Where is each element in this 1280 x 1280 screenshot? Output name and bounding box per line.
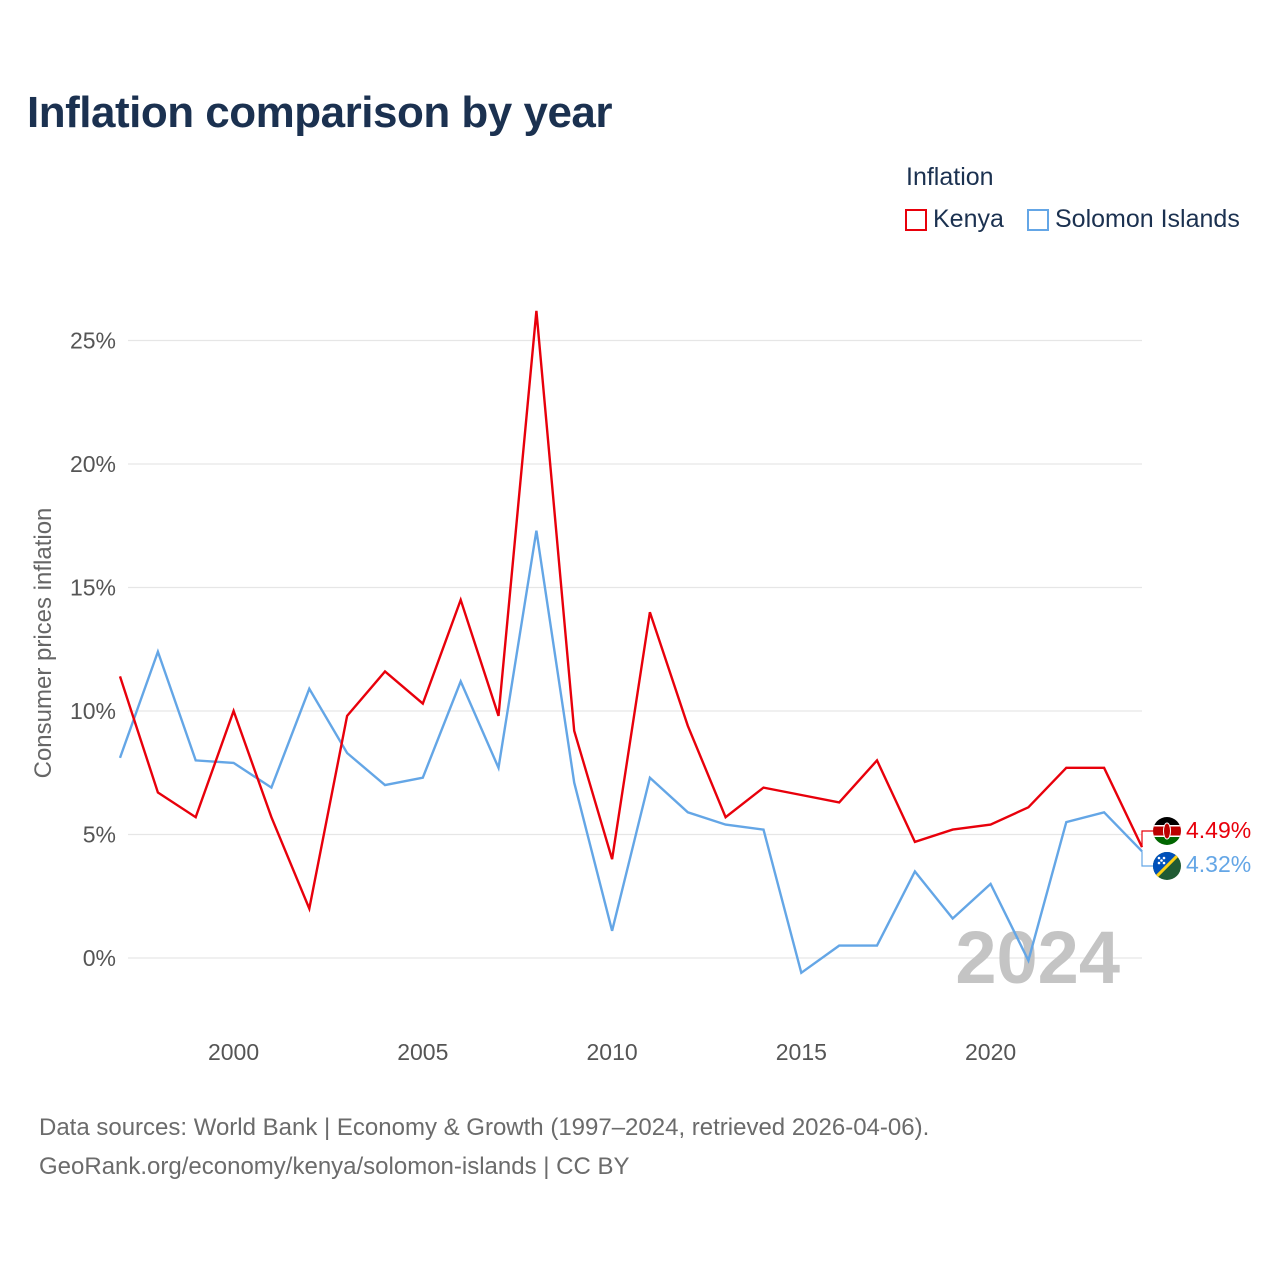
y-axis-label: Consumer prices inflation (30, 508, 57, 779)
kenya-flag-icon (1153, 817, 1181, 845)
series-lines (118, 310, 1144, 975)
y-tick-label: 25% (70, 328, 116, 354)
x-tick-label: 2020 (965, 1039, 1016, 1065)
legend-item-solomon-islands[interactable]: Solomon Islands (1027, 205, 1240, 234)
axis-ticks: 0% 5% 10% 15% 20% 25% 2000 2005 2010 2015 2020 (70, 328, 1016, 1066)
y-tick-label: 0% (83, 945, 116, 971)
solomon-islands-label-connector (1141, 851, 1153, 867)
series-line-kenya[interactable] (118, 310, 1144, 913)
source-note: Data sources: World Bank | Economy & Gro… (39, 1108, 929, 1186)
legend-title: Inflation (906, 163, 994, 191)
legend-label-kenya: Kenya (933, 205, 1004, 233)
legend-label-solomon-islands: Solomon Islands (1055, 205, 1240, 233)
x-tick-label: 2000 (208, 1039, 259, 1065)
legend-item-kenya[interactable]: Kenya (905, 205, 1004, 234)
kenya-label-connector (1141, 830, 1153, 848)
gridlines (128, 339, 1142, 959)
series-line-solomon-islands[interactable] (118, 530, 1143, 975)
y-tick-label: 5% (83, 822, 116, 848)
y-tick-label: 15% (70, 575, 116, 601)
source-line-2[interactable]: GeoRank.org/economy/kenya/solomon-island… (39, 1153, 630, 1180)
source-line-1: Data sources: World Bank | Economy & Gro… (39, 1114, 930, 1141)
y-tick-label: 10% (70, 698, 116, 724)
legend-swatch-kenya (905, 208, 927, 231)
legend-swatch-solomon-islands (1027, 208, 1049, 231)
solomon-islands-end-label: 4.32% (1186, 851, 1251, 877)
solomon-islands-flag-icon (1153, 852, 1181, 880)
end-labels: 4.49% 4.32% (1141, 817, 1251, 880)
x-tick-label: 2015 (776, 1039, 827, 1065)
y-tick-label: 20% (70, 451, 116, 477)
x-tick-label: 2005 (397, 1039, 448, 1065)
chart-title: Inflation comparison by year (27, 88, 613, 137)
kenya-end-label: 4.49% (1186, 817, 1251, 843)
x-tick-label: 2010 (586, 1039, 637, 1065)
